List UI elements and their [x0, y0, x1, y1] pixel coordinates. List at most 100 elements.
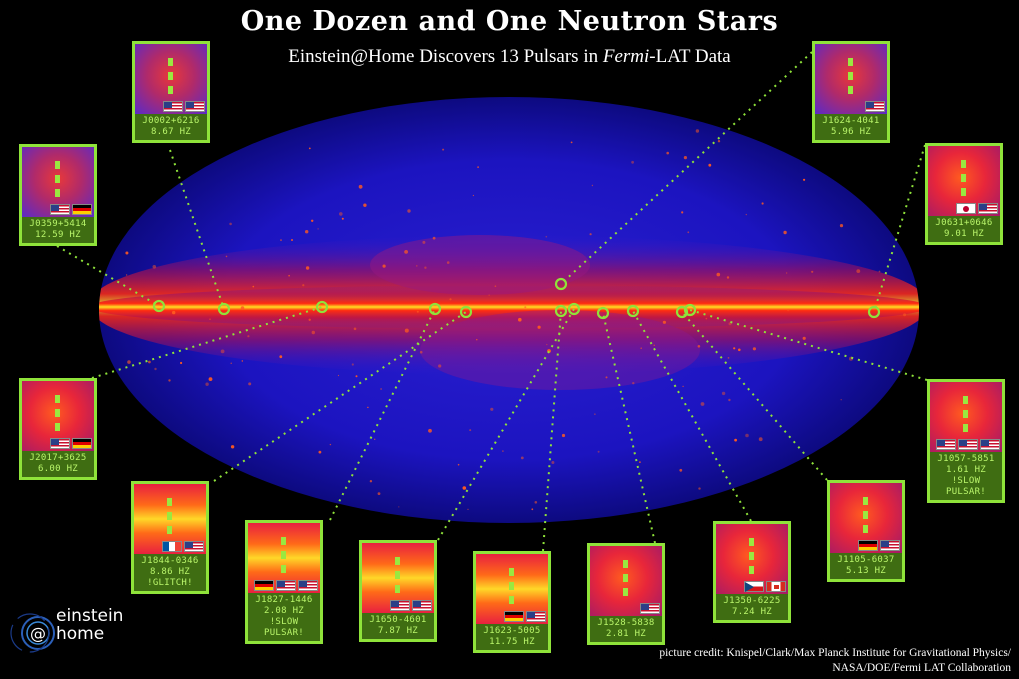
leader-line [329, 308, 436, 521]
gamma-ray-source [488, 294, 490, 296]
discoverer-flags [163, 101, 205, 112]
pulsar-label: J1844-0346 8.86 HZ !GLITCH! [134, 554, 206, 591]
pulsar-marker [749, 538, 754, 546]
pulsar-marker [55, 175, 60, 183]
pulsar-marker [848, 86, 853, 94]
discoverer-flags [858, 540, 900, 551]
gamma-ray-source [438, 364, 442, 368]
gamma-ray-source [591, 184, 594, 187]
page-title: One Dozen and One Neutron Stars [240, 6, 779, 37]
pulsar-marker [395, 585, 400, 593]
gamma-ray-source [446, 261, 450, 264]
pulsar-frequency: 1.61 HZ [945, 465, 987, 475]
pulsar-note: !SLOW PULSAR! [945, 476, 987, 497]
pulsar-card: J1650-4601 7.87 HZ [359, 540, 437, 642]
discoverer-flags [744, 581, 786, 592]
gamma-ray-source [380, 388, 382, 390]
pulsar-frequency: 5.96 HZ [830, 127, 872, 137]
flag-de-icon [504, 611, 524, 622]
flag-us-icon [865, 101, 885, 112]
gamma-ray-source [903, 313, 907, 317]
pulsar-location-ring [683, 303, 697, 317]
gamma-ray-source [687, 231, 690, 234]
gamma-ray-source [154, 367, 157, 371]
gamma-ray-source [662, 320, 667, 324]
pulsar-label: J1827-1446 2.08 HZ !SLOW PULSAR! [248, 593, 320, 641]
pulsar-marker [623, 560, 628, 568]
gamma-ray-source [152, 265, 157, 269]
leader-line [560, 51, 813, 285]
gamma-ray-source [205, 382, 209, 386]
pulsar-location-ring [459, 305, 473, 319]
gamma-ray-source [840, 399, 842, 401]
pulsar-thumbnail [476, 554, 548, 624]
pulsar-location-ring [596, 306, 610, 320]
credit-line-2: NASA/DOE/Fermi LAT Collaboration [832, 662, 1011, 674]
pulsar-marker [55, 395, 60, 403]
gamma-ray-source [363, 203, 367, 207]
gamma-ray-source [758, 437, 763, 442]
gamma-ray-source [490, 407, 494, 411]
pulsar-card: J1844-0346 8.86 HZ !GLITCH! [131, 481, 209, 594]
gamma-ray-source [682, 385, 684, 388]
gamma-ray-source [640, 347, 642, 350]
gamma-ray-source [252, 285, 255, 288]
gamma-ray-source [726, 276, 730, 279]
pulsar-name: J1650-4601 [369, 615, 427, 625]
pulsar-name: J1844-0346 [141, 556, 199, 566]
flag-jp-icon [956, 203, 976, 214]
pulsar-marker [863, 525, 868, 533]
pulsar-thumbnail [134, 484, 206, 554]
gamma-ray-source [594, 413, 596, 415]
flag-de-icon [72, 204, 92, 215]
pulsar-label: J0002+6216 8.67 HZ [135, 114, 207, 140]
pulsar-location-ring [675, 305, 689, 319]
gamma-ray-source [404, 250, 408, 254]
pulsar-marker [963, 396, 968, 404]
gamma-ray-source [697, 345, 701, 348]
gamma-ray-source [127, 360, 131, 364]
leader-line [602, 312, 656, 544]
pulsar-marker [509, 582, 514, 590]
pulsar-marker [961, 188, 966, 196]
gamma-ray-source [589, 233, 592, 236]
gamma-ray-source [407, 209, 411, 213]
gamma-ray-source [728, 398, 731, 402]
pulsar-location-ring [152, 299, 166, 313]
gamma-ray-source [716, 272, 721, 277]
flag-us-icon [298, 580, 318, 591]
pulsar-name: J1528-5838 [597, 618, 655, 628]
pulsar-card: J1105-6037 5.13 HZ [827, 480, 905, 582]
pulsar-marker [55, 423, 60, 431]
pulsar-marker [863, 511, 868, 519]
pulsar-card: J0002+6216 8.67 HZ [132, 41, 210, 143]
gamma-ray-source [305, 230, 309, 234]
discoverer-flags [640, 603, 660, 614]
gamma-ray-source [311, 330, 315, 335]
logo-line-einstein: einstein [56, 606, 124, 626]
flag-de-icon [254, 580, 274, 591]
pulsar-frequency: 8.67 HZ [150, 127, 192, 137]
gamma-ray-source [695, 129, 700, 133]
leader-line [873, 144, 926, 313]
pulsar-frequency: 12.59 HZ [35, 230, 81, 240]
gamma-ray-source [570, 141, 573, 144]
pulsar-marker [848, 72, 853, 80]
pulsar-marker [167, 512, 172, 520]
gamma-ray-source [208, 377, 213, 381]
credit-line-1: picture credit: Knispel/Clark/Max Planck… [659, 647, 1011, 659]
gamma-ray-source [708, 163, 712, 167]
gamma-ray-source [442, 148, 445, 151]
leader-line [213, 311, 467, 482]
gamma-ray-source [355, 375, 358, 378]
pulsar-name: J2017+3625 [29, 453, 87, 463]
flag-us-icon [276, 580, 296, 591]
picture-credit: picture credit: Knispel/Clark/Max Planck… [631, 646, 1011, 676]
pulsar-thumbnail [135, 44, 207, 114]
pulsar-label: J2017+3625 6.00 HZ [22, 451, 94, 477]
leader-line [91, 306, 323, 379]
gamma-ray-source [241, 360, 243, 362]
gamma-ray-source [377, 492, 381, 495]
leader-line [542, 310, 562, 552]
